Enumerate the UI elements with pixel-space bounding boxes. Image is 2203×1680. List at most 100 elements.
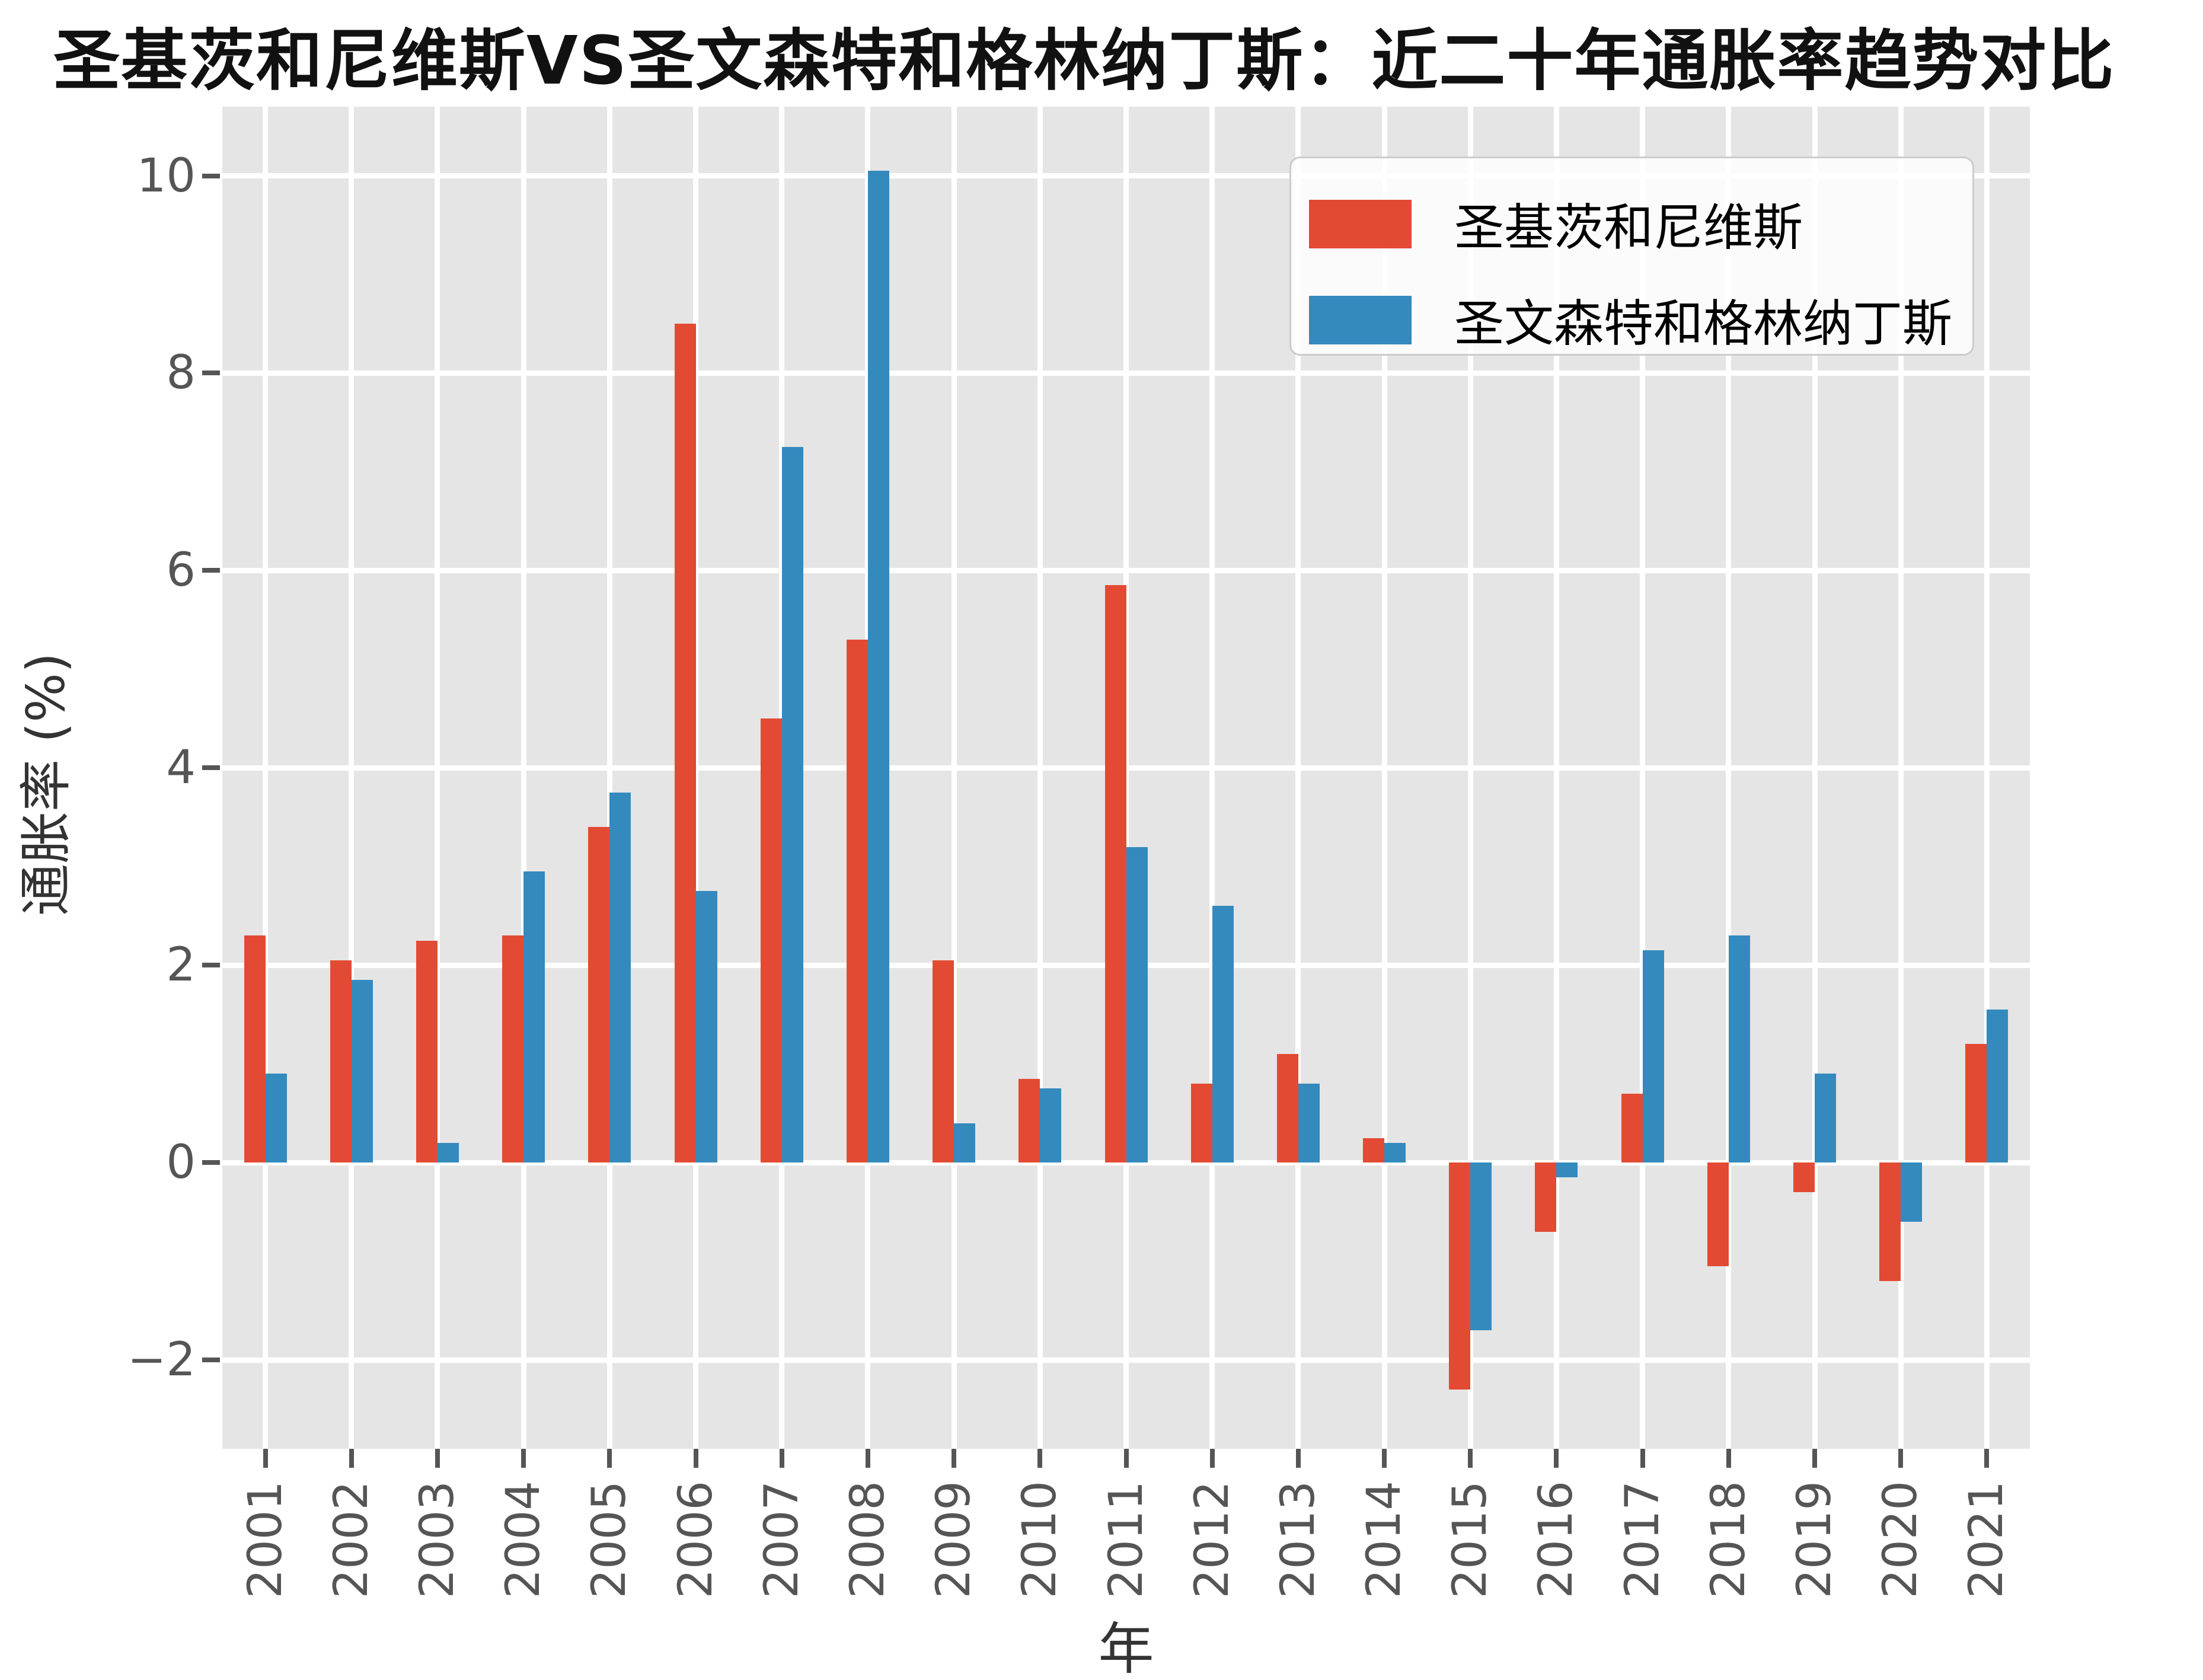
- legend-swatch-svg: [1309, 295, 1412, 344]
- legend-item-skn: 圣基茨和尼维斯: [1309, 188, 1803, 260]
- gridline-h-0: [222, 1160, 2030, 1165]
- bar-svg-2010: [1040, 1088, 1062, 1163]
- bar-skn-2002: [330, 960, 352, 1163]
- bar-svg-2019: [1815, 1074, 1837, 1163]
- x-tick-label-2021: 2021: [1960, 1481, 2014, 1599]
- bar-svg-2021: [1987, 1010, 2009, 1163]
- bar-skn-2017: [1621, 1093, 1643, 1163]
- bar-skn-2010: [1019, 1078, 1040, 1163]
- legend-item-svg: 圣文森特和格林纳丁斯: [1309, 284, 1952, 356]
- x-tick-2018: [1726, 1449, 1731, 1468]
- x-tick-2014: [1382, 1449, 1387, 1468]
- x-tick-label-2008: 2008: [841, 1481, 895, 1599]
- bar-skn-2019: [1793, 1162, 1815, 1193]
- x-tick-2013: [1295, 1449, 1301, 1468]
- bar-skn-2006: [674, 324, 696, 1163]
- x-tick-2006: [693, 1449, 698, 1468]
- gridline-v-2013: [1295, 107, 1301, 1449]
- x-tick-label-2003: 2003: [410, 1481, 464, 1599]
- x-tick-2016: [1554, 1449, 1559, 1468]
- legend: 圣基茨和尼维斯 圣文森特和格林纳丁斯: [1289, 156, 1974, 356]
- legend-label-skn: 圣基茨和尼维斯: [1454, 199, 1803, 257]
- y-tick-label-10: 10: [136, 149, 196, 203]
- x-tick-label-2018: 2018: [1701, 1481, 1755, 1599]
- x-tick-label-2006: 2006: [669, 1481, 723, 1599]
- bar-skn-2009: [933, 960, 954, 1163]
- x-tick-label-2001: 2001: [238, 1481, 292, 1599]
- x-tick-label-2004: 2004: [497, 1481, 551, 1599]
- gridline-h-6: [222, 567, 2030, 573]
- x-tick-label-2010: 2010: [1013, 1481, 1067, 1599]
- x-axis-label: 年: [1098, 1617, 1154, 1680]
- bar-svg-2012: [1212, 906, 1234, 1163]
- gridline-v-2006: [693, 107, 699, 1449]
- x-tick-2020: [1898, 1449, 1904, 1468]
- y-tick-label-0: 0: [166, 1136, 196, 1190]
- bar-svg-2011: [1126, 847, 1148, 1163]
- bar-skn-2008: [846, 639, 868, 1163]
- bar-skn-2013: [1276, 1054, 1298, 1163]
- x-tick-label-2007: 2007: [755, 1481, 809, 1599]
- x-tick-2002: [349, 1449, 354, 1468]
- gridline-v-2015: [1467, 107, 1473, 1449]
- x-tick-label-2014: 2014: [1358, 1481, 1412, 1599]
- x-tick-label-2005: 2005: [583, 1481, 637, 1599]
- gridline-h-10: [222, 173, 2030, 179]
- x-tick-2004: [521, 1449, 526, 1468]
- gridline-v-2010: [1037, 107, 1043, 1449]
- gridline-v-2016: [1553, 107, 1559, 1449]
- bar-skn-2012: [1190, 1084, 1212, 1163]
- y-tick--2: [202, 1358, 220, 1363]
- x-tick-label-2016: 2016: [1530, 1481, 1583, 1599]
- y-tick-4: [202, 765, 220, 771]
- bar-svg-2015: [1470, 1162, 1492, 1331]
- x-tick-label-2020: 2020: [1874, 1481, 1928, 1599]
- bar-svg-2014: [1384, 1142, 1406, 1163]
- gridline-v-2017: [1640, 107, 1646, 1449]
- gridline-v-2009: [951, 107, 957, 1449]
- gridline-v-2014: [1381, 107, 1387, 1449]
- y-tick-label-4: 4: [166, 741, 196, 795]
- x-tick-2019: [1812, 1449, 1818, 1468]
- bar-svg-2002: [351, 980, 373, 1163]
- x-tick-2017: [1640, 1449, 1645, 1468]
- bar-skn-2003: [416, 940, 438, 1163]
- y-tick-label-8: 8: [166, 346, 196, 400]
- y-tick-0: [202, 1160, 220, 1165]
- bar-svg-2007: [781, 447, 803, 1163]
- x-tick-label-2009: 2009: [927, 1481, 981, 1599]
- bar-svg-2008: [867, 171, 889, 1163]
- bar-svg-2006: [695, 891, 717, 1163]
- x-tick-2005: [607, 1449, 612, 1468]
- x-tick-2011: [1123, 1449, 1129, 1468]
- gridline-v-2012: [1209, 107, 1215, 1449]
- x-tick-2012: [1209, 1449, 1215, 1468]
- bar-svg-2003: [437, 1142, 459, 1163]
- bar-skn-2018: [1707, 1162, 1729, 1267]
- bar-skn-2011: [1104, 585, 1126, 1163]
- x-tick-2008: [865, 1449, 870, 1468]
- bar-svg-2020: [1901, 1162, 1923, 1222]
- x-tick-label-2017: 2017: [1615, 1481, 1669, 1599]
- chart-title: 圣基茨和尼维斯VS圣文森特和格林纳丁斯：近二十年通胀率趋势对比: [53, 23, 2115, 100]
- x-tick-label-2015: 2015: [1444, 1481, 1498, 1599]
- bar-skn-2015: [1449, 1162, 1471, 1390]
- x-tick-label-2002: 2002: [324, 1481, 378, 1599]
- gridline-v-2003: [435, 107, 440, 1449]
- y-tick-label--2: −2: [127, 1333, 196, 1387]
- bar-svg-2018: [1728, 935, 1750, 1163]
- legend-swatch-skn: [1309, 199, 1412, 248]
- bar-svg-2001: [265, 1074, 287, 1163]
- x-tick-2021: [1984, 1449, 1990, 1468]
- y-tick-10: [202, 173, 220, 178]
- bar-skn-2016: [1535, 1162, 1557, 1232]
- gridline-v-2018: [1726, 107, 1732, 1449]
- gridline-v-2002: [349, 107, 355, 1449]
- bar-skn-2004: [502, 935, 524, 1163]
- gridline-v-2021: [1984, 107, 1990, 1449]
- x-tick-2010: [1037, 1449, 1043, 1468]
- bar-skn-2021: [1965, 1044, 1987, 1163]
- x-tick-2015: [1468, 1449, 1473, 1468]
- x-tick-2009: [952, 1449, 957, 1468]
